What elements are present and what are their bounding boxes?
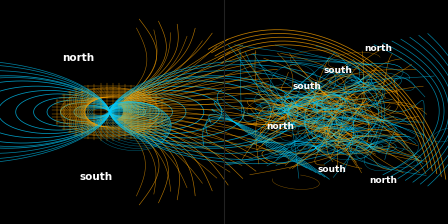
Text: south: south bbox=[293, 82, 321, 91]
Text: north: north bbox=[62, 53, 95, 63]
Text: south: south bbox=[80, 172, 113, 182]
Text: north: north bbox=[266, 122, 294, 131]
Text: north: north bbox=[365, 44, 392, 53]
Text: north: north bbox=[369, 176, 397, 185]
Text: south: south bbox=[324, 66, 353, 75]
Text: south: south bbox=[317, 165, 346, 174]
